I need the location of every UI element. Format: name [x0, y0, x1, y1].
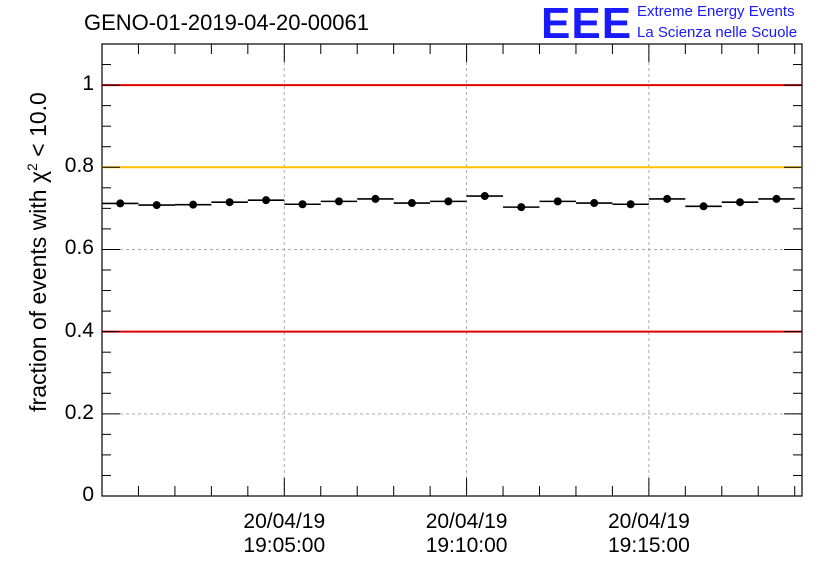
data-point: [736, 198, 745, 207]
data-point: [517, 203, 526, 212]
data-point: [626, 200, 635, 209]
data-point: [262, 196, 271, 205]
y-tick-label: 0: [82, 483, 94, 506]
y-axis-title-prefix: fraction of events with χ: [24, 170, 51, 412]
x-tick-label: 20/04/19 19:15:00: [579, 510, 719, 558]
data-point: [225, 198, 234, 207]
data-point: [663, 194, 672, 203]
data-point: [590, 199, 599, 208]
x-tick-time: 19:15:00: [608, 534, 690, 557]
data-point: [444, 197, 453, 206]
x-tick-date: 20/04/19: [243, 510, 326, 533]
y-tick-label: 1: [82, 72, 94, 96]
data-point: [334, 197, 343, 206]
y-tick-label: 0.4: [64, 318, 94, 342]
logo-line-2: La Scienza nelle Scuole: [637, 24, 798, 41]
data-point: [480, 192, 489, 201]
data-point: [407, 199, 416, 208]
y-axis-title-suffix: < 10.0: [24, 92, 51, 164]
x-tick-label: 20/04/19 19:10:00: [397, 510, 537, 558]
data-point: [116, 199, 125, 208]
x-tick-time: 19:10:00: [425, 534, 508, 557]
x-tick-date: 20/04/19: [425, 510, 508, 533]
eee-logo: EEE: [541, 0, 633, 48]
data-point: [371, 194, 380, 203]
data-point: [189, 200, 198, 209]
data-point: [298, 200, 307, 209]
data-point: [553, 197, 562, 206]
data-point: [699, 202, 708, 211]
chart-title: GENO-01-2019-04-20-00061: [84, 10, 369, 35]
plot-frame: [101, 43, 803, 497]
x-tick-date: 20/04/19: [608, 510, 690, 533]
logo-line-1: Extreme Energy Events: [637, 3, 795, 20]
x-tick-time: 19:05:00: [243, 534, 326, 557]
data-point: [152, 201, 161, 210]
x-tick-label: 20/04/19 19:05:00: [214, 510, 354, 558]
y-tick-label: 0.6: [64, 236, 94, 260]
data-point: [772, 194, 781, 203]
y-tick-label: 0.2: [64, 400, 94, 424]
y-tick-label: 0.8: [64, 154, 94, 178]
